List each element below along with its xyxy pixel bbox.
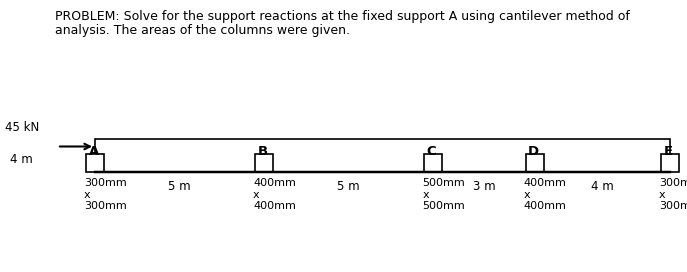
Text: 5 m: 5 m	[168, 180, 191, 193]
Text: 5 m: 5 m	[337, 180, 360, 193]
Text: 500mm: 500mm	[423, 201, 465, 211]
Text: 300mm: 300mm	[84, 178, 126, 188]
Text: x: x	[253, 190, 260, 199]
Bar	[95, 139, 670, 172]
Text: 300mm: 300mm	[659, 178, 687, 188]
Text: E: E	[664, 145, 673, 158]
Text: 500mm: 500mm	[423, 178, 465, 188]
Text: 45 kN: 45 kN	[5, 120, 39, 134]
Text: 400mm: 400mm	[253, 178, 296, 188]
Bar	[425, 154, 442, 172]
Text: x: x	[84, 190, 91, 199]
Text: 400mm: 400mm	[523, 178, 567, 188]
Text: C: C	[427, 145, 436, 158]
Text: D: D	[528, 145, 539, 158]
Text: 400mm: 400mm	[253, 201, 296, 211]
Text: x: x	[423, 190, 429, 199]
Text: 300mm: 300mm	[84, 201, 126, 211]
Bar	[255, 154, 273, 172]
Text: A: A	[89, 145, 99, 158]
Text: 4 m: 4 m	[591, 180, 613, 193]
Bar	[86, 154, 104, 172]
Text: analysis. The areas of the columns were given.: analysis. The areas of the columns were …	[55, 24, 350, 37]
Text: x: x	[523, 190, 530, 199]
Text: 3 m: 3 m	[473, 180, 495, 193]
Text: PROBLEM: Solve for the support reactions at the fixed support A using cantilever: PROBLEM: Solve for the support reactions…	[55, 10, 630, 23]
Text: x: x	[659, 190, 666, 199]
Bar	[661, 154, 679, 172]
Text: 300mm: 300mm	[659, 201, 687, 211]
Text: B: B	[258, 145, 268, 158]
Text: 4 m: 4 m	[10, 153, 33, 166]
Text: 400mm: 400mm	[523, 201, 567, 211]
Bar	[526, 154, 543, 172]
